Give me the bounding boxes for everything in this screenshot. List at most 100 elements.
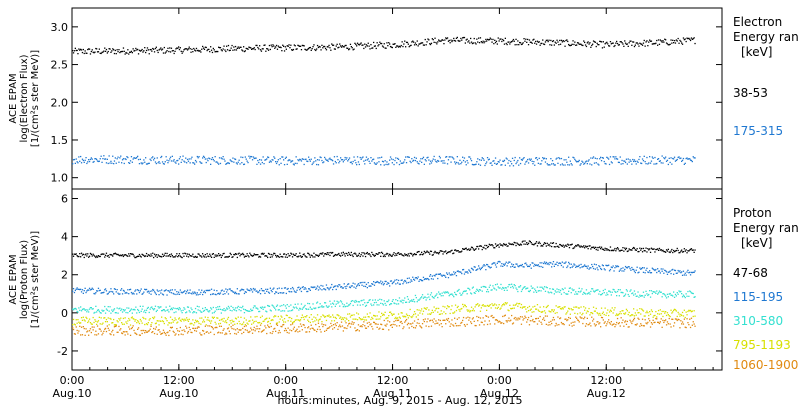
data-point	[139, 334, 141, 336]
data-point	[300, 317, 303, 319]
data-point	[484, 320, 486, 322]
data-point	[115, 325, 117, 327]
data-point	[450, 293, 452, 295]
data-point	[629, 319, 631, 321]
data-point	[395, 316, 397, 319]
data-point	[663, 250, 665, 253]
data-point	[665, 249, 668, 251]
data-point	[446, 37, 449, 39]
data-point	[318, 318, 320, 321]
data-point	[622, 247, 624, 249]
data-point	[386, 42, 388, 44]
data-point	[128, 253, 130, 255]
data-point	[459, 251, 461, 253]
data-point	[165, 334, 167, 336]
data-point	[481, 42, 483, 44]
data-point	[588, 291, 590, 294]
data-point	[406, 277, 409, 280]
data-point	[283, 318, 286, 320]
data-point	[607, 249, 609, 251]
data-point	[608, 249, 611, 252]
data-point	[98, 48, 100, 50]
data-point	[367, 325, 369, 328]
data-point	[471, 287, 474, 289]
data-point	[226, 291, 228, 293]
data-point	[542, 310, 544, 313]
data-point	[405, 316, 407, 318]
data-point	[417, 318, 419, 321]
data-point	[348, 158, 350, 161]
data-point	[126, 331, 128, 333]
data-point	[315, 317, 317, 319]
data-point	[365, 156, 368, 158]
data-point	[163, 290, 165, 292]
data-point	[602, 289, 604, 292]
data-point	[133, 293, 135, 295]
data-point	[566, 312, 568, 314]
data-point	[426, 41, 428, 43]
data-point	[116, 320, 118, 322]
data-point	[329, 287, 331, 289]
data-point	[585, 265, 588, 268]
data-point	[364, 327, 367, 329]
data-point	[454, 293, 457, 295]
data-point	[504, 314, 506, 316]
data-point	[609, 41, 612, 43]
data-point	[117, 51, 119, 53]
data-point	[495, 40, 498, 42]
series-38-53	[72, 36, 696, 55]
data-point	[671, 248, 673, 251]
data-point	[456, 306, 458, 309]
data-point	[405, 318, 408, 321]
data-point	[177, 293, 179, 295]
data-point	[527, 310, 530, 312]
data-point	[239, 306, 241, 308]
data-point	[665, 42, 668, 44]
data-point	[73, 291, 76, 294]
data-point	[627, 313, 629, 316]
data-point	[560, 293, 563, 295]
data-point	[506, 245, 508, 247]
data-point	[82, 253, 84, 255]
data-point	[247, 331, 249, 333]
data-point	[660, 268, 662, 270]
data-point	[316, 48, 318, 50]
data-point	[616, 313, 618, 315]
data-point	[658, 270, 661, 272]
data-point	[83, 319, 85, 321]
data-point	[178, 46, 180, 48]
data-point	[691, 38, 693, 40]
data-point	[602, 319, 604, 321]
data-point	[602, 41, 604, 43]
data-point	[89, 322, 92, 324]
data-point	[389, 156, 392, 158]
data-point	[568, 164, 571, 166]
data-point	[551, 288, 554, 290]
data-point	[373, 284, 376, 286]
data-point	[404, 253, 406, 255]
data-point	[205, 331, 207, 333]
data-point	[572, 40, 574, 42]
data-point	[308, 158, 311, 161]
data-point	[619, 156, 621, 158]
data-point	[560, 321, 563, 324]
data-point	[143, 291, 145, 293]
data-point	[624, 265, 627, 268]
data-point	[398, 253, 401, 255]
data-point	[425, 44, 427, 46]
data-point	[317, 46, 320, 49]
data-point	[153, 51, 156, 53]
data-point	[658, 313, 661, 315]
data-point	[567, 40, 569, 43]
data-point	[107, 317, 109, 319]
data-point	[356, 312, 358, 314]
data-point	[680, 250, 682, 252]
data-point	[270, 310, 272, 312]
data-point	[511, 283, 513, 285]
data-point	[117, 292, 119, 294]
data-point	[302, 307, 304, 309]
data-point	[99, 255, 101, 258]
data-point	[530, 267, 532, 269]
data-point	[303, 324, 305, 326]
data-point	[526, 41, 528, 43]
